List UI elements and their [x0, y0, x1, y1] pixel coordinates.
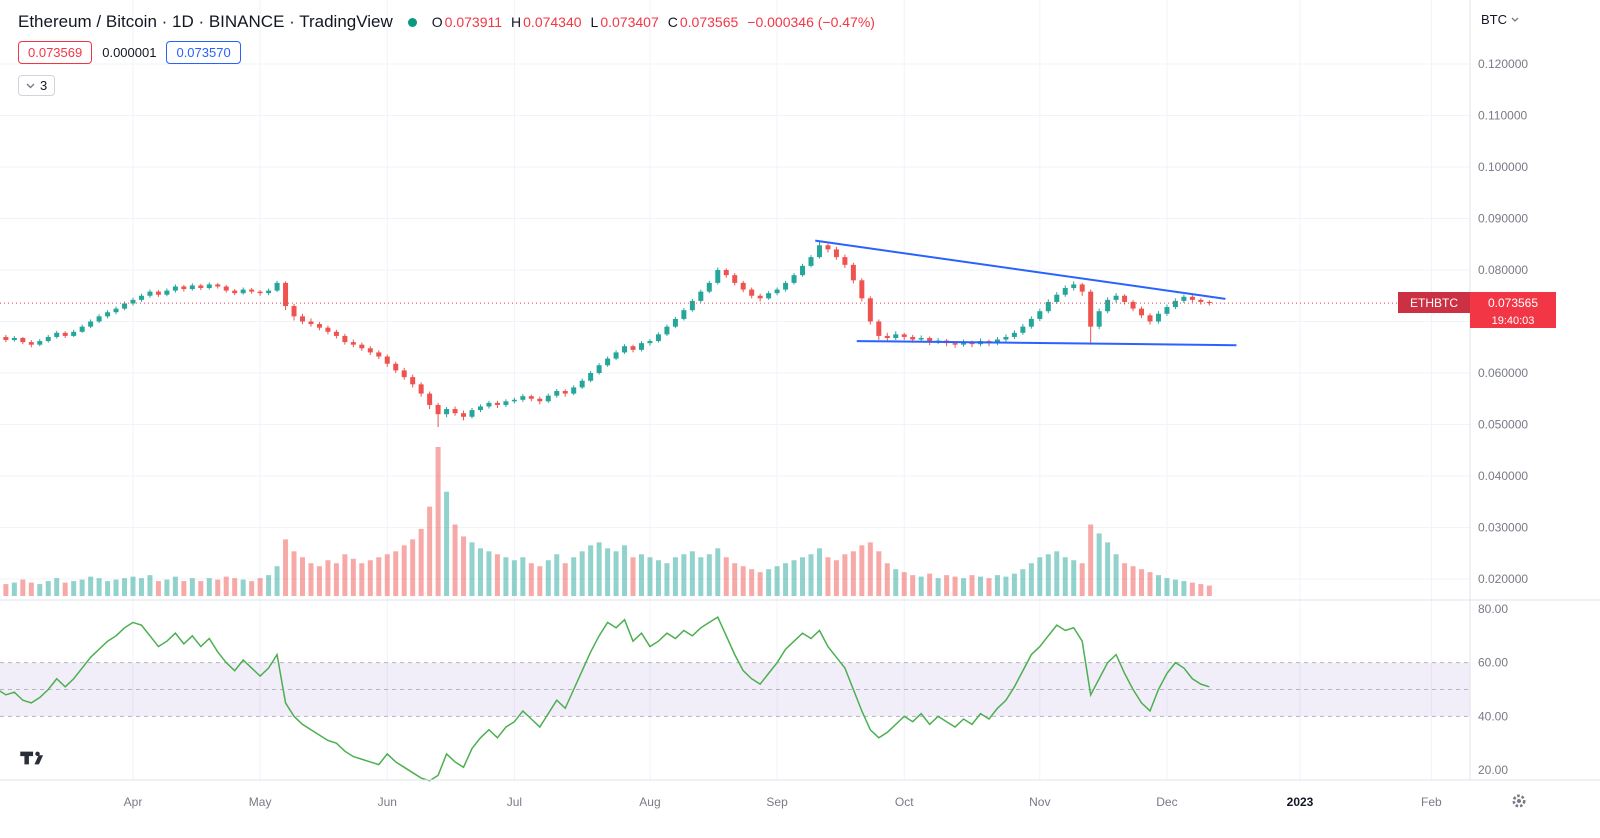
- high-value: 0.074340: [523, 14, 582, 30]
- svg-text:0.050000: 0.050000: [1478, 418, 1528, 432]
- sell-price-button[interactable]: 0.073569: [18, 41, 93, 64]
- chevron-down-icon: [26, 83, 35, 89]
- price-axis[interactable]: [1470, 0, 1600, 780]
- price-unit-label: BTC: [1481, 12, 1507, 27]
- svg-text:0.100000: 0.100000: [1478, 160, 1528, 174]
- svg-text:Sep: Sep: [766, 795, 788, 809]
- buy-price-button[interactable]: 0.073570: [166, 41, 241, 64]
- svg-text:Oct: Oct: [895, 795, 914, 809]
- ohlc-values: O 0.073911 H 0.074340 L 0.073407 C 0.073565 …: [432, 14, 875, 30]
- svg-text:Aug: Aug: [639, 795, 660, 809]
- svg-text:0.080000: 0.080000: [1478, 263, 1528, 277]
- svg-text:Nov: Nov: [1029, 795, 1050, 809]
- svg-text:0.120000: 0.120000: [1478, 57, 1528, 71]
- svg-text:Apr: Apr: [124, 795, 143, 809]
- time-axis[interactable]: [0, 780, 1600, 838]
- svg-text:0.020000: 0.020000: [1478, 572, 1528, 586]
- close-label: C: [667, 14, 678, 30]
- svg-text:80.00: 80.00: [1478, 602, 1508, 616]
- svg-text:Jul: Jul: [507, 795, 522, 809]
- price-label-symbol: ETHBTC: [1398, 292, 1470, 313]
- svg-text:Jun: Jun: [378, 795, 397, 809]
- chart-legend: Ethereum / Bitcoin · 1D · BINANCE · Trad…: [18, 12, 875, 96]
- svg-text:May: May: [249, 795, 272, 809]
- svg-text:Dec: Dec: [1156, 795, 1177, 809]
- symbol-title[interactable]: Ethereum / Bitcoin · 1D · BINANCE · Trad…: [18, 12, 393, 31]
- open-label: O: [431, 14, 443, 30]
- svg-text:20.00: 20.00: [1478, 763, 1508, 777]
- svg-text:0.040000: 0.040000: [1478, 469, 1528, 483]
- settings-gear-icon[interactable]: [1510, 792, 1528, 810]
- svg-text:40.00: 40.00: [1478, 709, 1508, 723]
- tradingview-logo[interactable]: [16, 742, 48, 774]
- svg-text:0.030000: 0.030000: [1478, 521, 1528, 535]
- svg-text:0.110000: 0.110000: [1478, 109, 1527, 123]
- low-label: L: [590, 14, 599, 30]
- svg-text:0.060000: 0.060000: [1478, 366, 1528, 380]
- svg-text:0.090000: 0.090000: [1478, 212, 1528, 226]
- chevron-down-icon: [1511, 17, 1519, 22]
- svg-text:60.00: 60.00: [1478, 656, 1508, 670]
- indicator-count: 3: [40, 78, 48, 93]
- bar-close-countdown: 19:40:03: [1470, 313, 1556, 328]
- high-label: H: [511, 14, 522, 30]
- market-status-icon: [407, 17, 417, 27]
- indicators-collapse-button[interactable]: 3: [18, 75, 56, 96]
- svg-text:2023: 2023: [1287, 795, 1314, 809]
- close-value: 0.073565: [679, 14, 739, 30]
- price-label-value: 0.073565: [1470, 292, 1556, 313]
- spread-value: 0.000001: [102, 45, 157, 60]
- change-value: −0.000346 (−0.47%): [747, 14, 875, 30]
- low-value: 0.073407: [600, 14, 659, 30]
- price-unit-toggle[interactable]: BTC: [1481, 12, 1519, 27]
- open-value: 0.073911: [444, 14, 503, 30]
- svg-text:Feb: Feb: [1421, 795, 1442, 809]
